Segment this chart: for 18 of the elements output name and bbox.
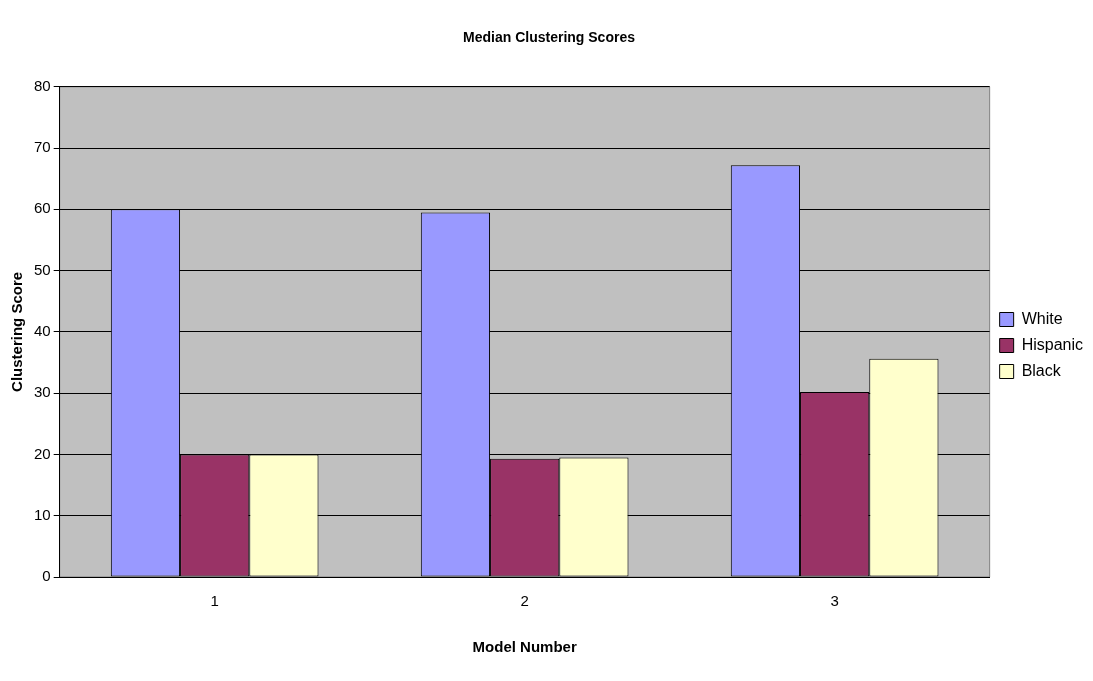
- x-tick-label: 2: [520, 592, 529, 610]
- y-axis-title: Clustering Score: [8, 271, 26, 392]
- y-tick-label: 30: [34, 383, 51, 401]
- y-tick-label: 20: [34, 444, 51, 462]
- y-tick-label: 70: [34, 138, 51, 156]
- legend-label: White: [1021, 309, 1063, 327]
- chart-title: Median Clustering Scores: [463, 29, 636, 46]
- y-tick-label: 50: [34, 260, 51, 278]
- y-tick-label: 40: [34, 322, 51, 340]
- y-tick-label: 10: [34, 505, 51, 523]
- y-tick-label: 80: [34, 76, 51, 94]
- x-tick-label: 3: [830, 592, 839, 610]
- y-tick-label: 60: [34, 199, 51, 217]
- x-axis-title: Model Number: [472, 638, 577, 656]
- y-tick-label: 0: [42, 567, 51, 585]
- x-tick-label: 1: [210, 592, 219, 610]
- legend-label: Hispanic: [1021, 335, 1083, 353]
- legend-label: Black: [1021, 361, 1062, 379]
